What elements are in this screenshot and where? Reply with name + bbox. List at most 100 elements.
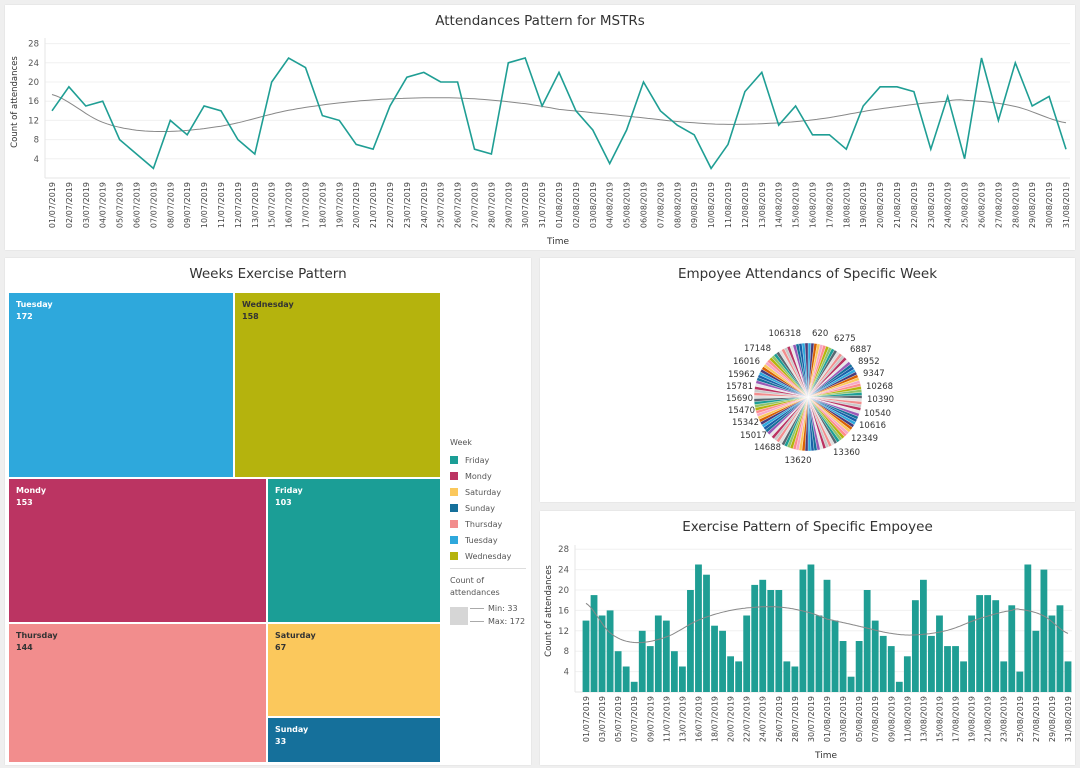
pie-label: 6275 [834, 334, 856, 344]
bar [815, 615, 823, 692]
x-tick-label: 04/08/2019 [606, 182, 615, 228]
bar [735, 661, 743, 692]
x-tick-label: 25/08/2019 [961, 182, 970, 228]
bar [759, 579, 767, 692]
x-tick-label: 17/07/2019 [302, 182, 311, 228]
legend-item[interactable]: Saturday [450, 484, 526, 500]
x-tick-label: 06/07/2019 [133, 182, 142, 228]
tile-label: Sunday [275, 725, 309, 734]
bar [590, 595, 598, 692]
pie-label: 13360 [833, 448, 860, 458]
bar [670, 651, 678, 692]
bar [879, 635, 887, 692]
pie-label: 16016 [733, 357, 760, 367]
bar-chart-title: Exercise Pattern of Specific Empoyee [682, 519, 933, 535]
bar [783, 661, 791, 692]
x-tick-label: 27/07/2019 [471, 182, 480, 228]
y-tick-label: 4 [564, 668, 569, 678]
x-tick-label: 03/08/2019 [589, 182, 598, 228]
x-tick-label: 11/08/2019 [724, 182, 733, 228]
treemap-tile-thursday[interactable]: Thursday 144 [8, 623, 267, 763]
legend-swatch [450, 472, 458, 480]
x-tick-label: 30/07/2019 [521, 182, 530, 228]
y-axis-title: Count of attendances [544, 565, 554, 657]
legend-item[interactable]: Mondy [450, 468, 526, 484]
bar [952, 646, 959, 692]
legend-item[interactable]: Thursday [450, 516, 526, 532]
x-tick-label: 21/07/2019 [369, 182, 378, 228]
size-legend-title: Count of attendances [450, 576, 500, 597]
x-tick-label: 20/07/2019 [352, 182, 361, 228]
x-tick-label: 07/07/2019 [149, 182, 158, 228]
legend-label: Saturday [465, 487, 502, 497]
treemap-tile-friday[interactable]: Friday 103 [267, 478, 441, 623]
x-tick-label: 05/08/2019 [855, 696, 864, 742]
bar [911, 600, 919, 692]
trend-line [585, 602, 1069, 644]
bar [1000, 661, 1008, 692]
bar [743, 615, 751, 692]
x-tick-label: 18/07/2019 [711, 696, 720, 742]
legend-label: Mondy [465, 471, 492, 481]
pie-label: 15017 [740, 431, 767, 441]
y-tick-label: 16 [558, 606, 569, 616]
treemap-tile-mondy[interactable]: Mondy 153 [8, 478, 267, 623]
pie-label: 9347 [863, 369, 885, 379]
x-tick-label: 13/07/2019 [251, 182, 260, 228]
bar [903, 656, 911, 692]
pie-label: 15342 [732, 418, 759, 428]
x-tick-label: 28/07/2019 [791, 696, 800, 742]
pie-label: 10390 [867, 395, 894, 405]
bar [614, 651, 622, 692]
bar [606, 610, 614, 692]
treemap-tile-saturday[interactable]: Saturday 67 [267, 623, 441, 717]
x-tick-label: 27/08/2019 [994, 182, 1003, 228]
size-legend-min: Min: 33 [488, 604, 518, 613]
x-tick-label: 03/08/2019 [839, 696, 848, 742]
x-tick-label: 05/08/2019 [623, 182, 632, 228]
x-tick-label: 16/07/2019 [694, 696, 703, 742]
treemap-tile-sunday[interactable]: Sunday 33 [267, 717, 441, 763]
pie-label: 10540 [864, 409, 891, 419]
x-tick-label: 19/07/2019 [335, 182, 344, 228]
bar [751, 584, 759, 692]
tile-label: Tuesday [16, 300, 53, 309]
x-tick-label: 15/08/2019 [935, 696, 944, 742]
x-tick-label: 23/07/2019 [403, 182, 412, 228]
x-tick-label: 12/08/2019 [741, 182, 750, 228]
legend-label: Wednesday [465, 551, 512, 561]
bar [654, 615, 662, 692]
bar [895, 681, 903, 692]
x-axis-title: Time [546, 237, 569, 247]
bar [1008, 605, 1016, 692]
y-tick-label: 16 [28, 97, 39, 107]
x-tick-label: 07/08/2019 [656, 182, 665, 228]
x-tick-label: 02/07/2019 [65, 182, 74, 228]
x-tick-label: 20/07/2019 [727, 696, 736, 742]
x-tick-label: 01/08/2019 [823, 696, 832, 742]
x-tick-label: 26/07/2019 [775, 696, 784, 742]
x-tick-label: 07/08/2019 [871, 696, 880, 742]
bar [582, 620, 590, 692]
pie-label: 15470 [728, 406, 755, 416]
x-tick-label: 20/08/2019 [876, 182, 885, 228]
treemap-tile-tuesday[interactable]: Tuesday 172 [8, 292, 234, 478]
x-tick-label: 05/07/2019 [614, 696, 623, 742]
bar [598, 615, 606, 692]
bar [695, 564, 702, 692]
x-tick-label: 09/07/2019 [183, 182, 192, 228]
legend-item[interactable]: Tuesday [450, 532, 526, 548]
bar [831, 620, 839, 692]
x-tick-label: 09/08/2019 [690, 182, 699, 228]
size-legend-swatch [450, 607, 468, 625]
treemap-tile-wednesday[interactable]: Wednesday 158 [234, 292, 441, 478]
pie-label: 17148 [744, 344, 771, 354]
treemap-legend: Week Friday Mondy Saturday Sunday Thursday Tu… [450, 438, 526, 631]
x-tick-label: 11/08/2019 [903, 696, 912, 742]
legend-item[interactable]: Sunday [450, 500, 526, 516]
legend-item[interactable]: Friday [450, 452, 526, 468]
x-tick-label: 16/08/2019 [809, 182, 818, 228]
x-axis-title: Time [814, 751, 837, 761]
tile-label: Mondy [16, 486, 47, 495]
legend-item[interactable]: Wednesday [450, 548, 526, 564]
